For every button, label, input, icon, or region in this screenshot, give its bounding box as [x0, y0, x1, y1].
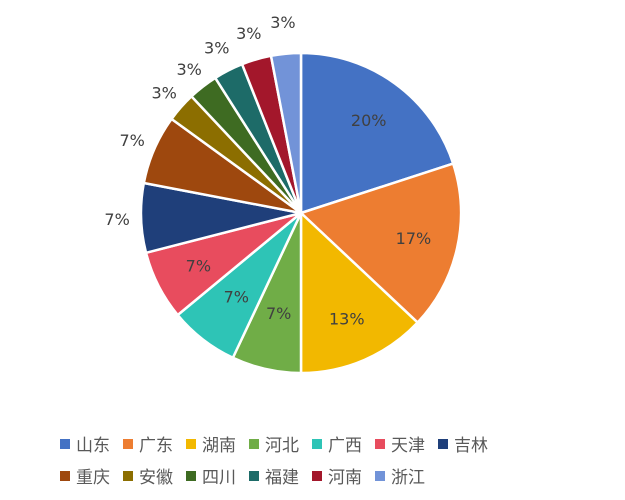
data-label-chongqing: 7%: [119, 131, 144, 150]
data-label-zhejiang: 3%: [270, 13, 295, 32]
data-label-hebei: 7%: [266, 304, 291, 323]
legend-label-tianjin: 天津: [391, 436, 425, 456]
legend-swatch-guangdong: [123, 438, 133, 449]
pie-slice-guangdong: [298, 161, 463, 325]
legend-item-chongqing: 重庆: [60, 463, 110, 488]
pie-slice-zhejiang: [269, 51, 303, 214]
pie-slice-hunan: [299, 210, 420, 375]
data-label-hunan: 13%: [329, 310, 365, 329]
legend-swatch-hebei: [249, 438, 259, 449]
legend-label-guangdong: 广东: [139, 436, 173, 456]
pie-chart: 20%17%13%7%7%7%7%7%3%3%3%3%3%: [104, 13, 463, 375]
legend-item-guangxi: 广西: [312, 431, 362, 456]
legend-swatch-jilin: [438, 438, 448, 449]
legend-item-tianjin: 天津: [375, 431, 425, 456]
data-label-shandong: 20%: [351, 111, 387, 130]
legend-swatch-henan: [312, 470, 322, 481]
data-label-guangxi: 7%: [224, 287, 249, 306]
legend-label-hunan: 湖南: [202, 436, 236, 456]
legend-swatch-zhejiang: [375, 470, 385, 481]
legend-item-jilin: 吉林: [438, 431, 488, 456]
data-label-tianjin: 7%: [186, 256, 211, 275]
legend-swatch-chongqing: [60, 470, 70, 481]
data-label-guangdong: 17%: [396, 229, 432, 248]
legend-row-1: 山东 广东 湖南 河北 广西 天津 吉林: [60, 431, 600, 456]
legend-item-sichuan: 四川: [186, 463, 236, 488]
legend-label-henan: 河南: [328, 468, 362, 488]
legend-item-guangdong: 广东: [123, 431, 173, 456]
legend-label-hebei: 河北: [265, 436, 299, 456]
legend-swatch-shandong: [60, 438, 70, 449]
legend-item-anhui: 安徽: [123, 463, 173, 488]
legend-item-fujian: 福建: [249, 463, 299, 488]
data-label-anhui: 3%: [151, 83, 176, 102]
legend-label-anhui: 安徽: [139, 468, 173, 488]
legend-item-hunan: 湖南: [186, 431, 236, 456]
legend-label-sichuan: 四川: [202, 468, 236, 488]
legend-label-shandong: 山东: [76, 436, 110, 456]
data-label-fujian: 3%: [204, 39, 229, 58]
legend-item-henan: 河南: [312, 463, 362, 488]
legend-label-guangxi: 广西: [328, 436, 362, 456]
legend-label-fujian: 福建: [265, 468, 299, 488]
legend-swatch-tianjin: [375, 438, 385, 449]
legend-item-zhejiang: 浙江: [375, 463, 425, 488]
legend-swatch-anhui: [123, 470, 133, 481]
legend-row-2: 重庆 安徽 四川 福建 河南 浙江: [60, 463, 600, 488]
data-label-jilin: 7%: [104, 210, 129, 229]
legend-swatch-hunan: [186, 438, 196, 449]
legend-label-jilin: 吉林: [454, 436, 488, 456]
data-label-henan: 3%: [236, 24, 261, 43]
legend-label-zhejiang: 浙江: [391, 468, 425, 488]
legend-item-hebei: 河北: [249, 431, 299, 456]
legend-swatch-fujian: [249, 470, 259, 481]
legend-item-shandong: 山东: [60, 431, 110, 456]
legend-label-chongqing: 重庆: [76, 468, 110, 488]
data-label-sichuan: 3%: [177, 60, 202, 79]
pie-slice-shandong: [299, 51, 455, 215]
legend-swatch-sichuan: [186, 470, 196, 481]
legend-swatch-guangxi: [312, 438, 322, 449]
